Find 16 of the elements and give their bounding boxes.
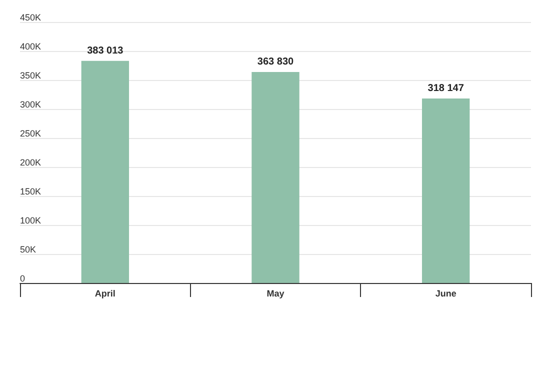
y-tick-label: 450K bbox=[20, 12, 42, 22]
y-tick-label: 50K bbox=[20, 244, 36, 254]
data-label: 383 013 bbox=[87, 45, 124, 56]
y-tick-label: 250K bbox=[20, 128, 42, 138]
y-tick-label: 200K bbox=[20, 158, 42, 168]
x-tick-label: June bbox=[435, 288, 456, 298]
data-label: 318 147 bbox=[428, 82, 464, 94]
y-tick-label: 300K bbox=[20, 100, 42, 110]
y-tick-label: 400K bbox=[20, 42, 42, 52]
data-label: 363 830 bbox=[257, 56, 294, 68]
x-tick-label: May bbox=[266, 288, 284, 298]
x-tick-label: April bbox=[94, 288, 116, 298]
y-tick-label: 0 bbox=[20, 274, 26, 284]
y-tick-label: 150K bbox=[20, 186, 42, 196]
y-tick-label: 350K bbox=[20, 70, 42, 80]
y-tick-label: 100K bbox=[20, 216, 42, 226]
